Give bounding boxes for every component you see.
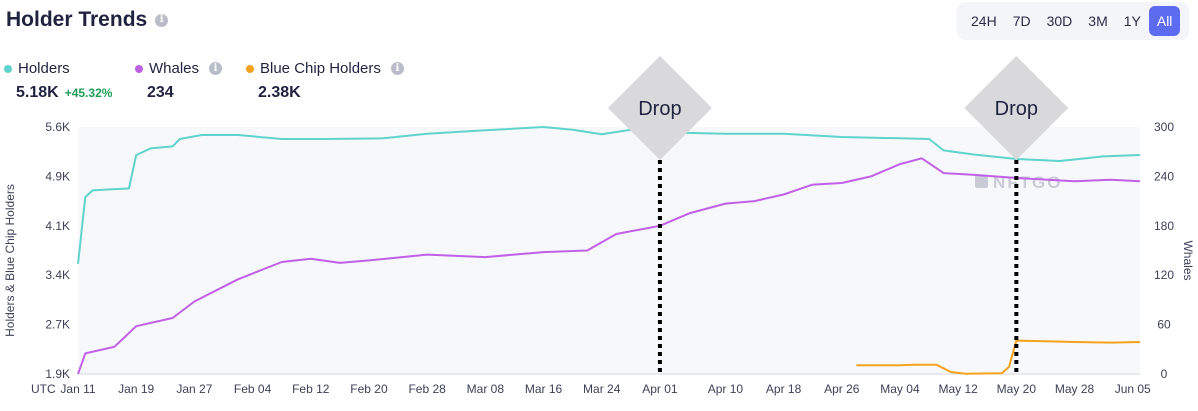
legend-value: 2.38K <box>258 84 301 101</box>
legend-item-whales[interactable]: Whales i 234 <box>135 60 223 102</box>
chart-title: Holder Trends i <box>6 8 169 32</box>
x-tick-label: May 12 <box>938 382 978 396</box>
x-tick-label: Apr 01 <box>642 382 678 396</box>
range-button-7d[interactable]: 7D <box>1012 13 1031 29</box>
plot-area <box>78 127 1140 374</box>
legend-dot-icon <box>246 64 254 73</box>
x-tick-label: Apr 18 <box>766 382 802 396</box>
x-axis-unit-label: UTC <box>31 382 56 396</box>
legend-label: Whales <box>149 60 200 77</box>
range-button-1y[interactable]: 1Y <box>1123 13 1141 29</box>
legend-item-holders[interactable]: Holders 5.18K +45.32% <box>4 60 112 102</box>
legend-label: Holders <box>18 60 70 77</box>
info-icon[interactable]: i <box>390 62 404 75</box>
x-tick-label: Apr 26 <box>824 382 860 396</box>
drop-diamond-label <box>607 56 712 160</box>
legend-item-blue-chip-holders[interactable]: Blue Chip Holders i 2.38K <box>246 60 404 102</box>
legend-dot-icon <box>4 64 12 73</box>
y-right-tick-label: 120 <box>1154 268 1174 282</box>
drop-diamond-label <box>964 56 1069 160</box>
watermark-logo-icon <box>975 175 988 188</box>
x-tick-label: May 04 <box>880 382 920 396</box>
y-left-tick-label: 3.4K <box>45 268 70 282</box>
watermark: NFTGO <box>993 173 1063 192</box>
range-button-all[interactable]: All <box>1148 6 1181 36</box>
y-right-axis-title: Whales <box>1181 240 1195 280</box>
x-tick-label: Feb 12 <box>292 382 330 396</box>
time-range-selector: 24H 7D 30D 3M 1Y All <box>957 2 1189 40</box>
range-button-24h[interactable]: 24H <box>971 13 997 29</box>
series-line-whales[interactable] <box>77 157 1141 375</box>
range-button-30d[interactable]: 30D <box>1046 13 1073 29</box>
x-tick-label: Jun 05 <box>1115 382 1151 396</box>
x-tick-label: May 20 <box>997 382 1037 396</box>
y-right-tick-label: 60 <box>1157 318 1171 332</box>
y-left-axis-title: Holders & Blue Chip Holders <box>3 184 17 337</box>
legend-value: 234 <box>147 84 174 101</box>
y-left-tick-label: 4.9K <box>45 169 70 183</box>
y-left-tick-label: 2.7K <box>45 318 70 332</box>
legend-label: Blue Chip Holders <box>260 60 381 77</box>
info-icon[interactable]: i <box>209 62 223 75</box>
x-tick-label: Apr 10 <box>708 382 744 396</box>
info-icon[interactable]: i <box>155 13 169 27</box>
range-button-3m[interactable]: 3M <box>1088 13 1108 29</box>
series-line-blue-chip-holders[interactable] <box>856 339 1141 375</box>
x-tick-label: Feb 20 <box>350 382 388 396</box>
x-tick-label: Mar 24 <box>583 382 621 396</box>
x-tick-label: Jan 19 <box>118 382 154 396</box>
y-right-tick-label: 0 <box>1161 367 1168 381</box>
x-tick-label: Jan 27 <box>176 382 212 396</box>
x-tick-label: May 28 <box>1055 382 1095 396</box>
chart-title-text: Holder Trends <box>6 8 148 31</box>
y-left-tick-label: 4.1K <box>45 219 70 233</box>
y-right-tick-label: 300 <box>1154 120 1174 134</box>
x-tick-label: Jan 11 <box>60 382 95 396</box>
y-right-tick-label: 180 <box>1154 219 1174 233</box>
y-left-tick-label: 5.6K <box>45 120 70 134</box>
drop-label-text: Drop <box>995 98 1038 120</box>
x-tick-label: Mar 08 <box>467 382 505 396</box>
legend-dot-icon <box>135 64 143 73</box>
x-tick-label: Feb 28 <box>408 382 446 396</box>
x-tick-label: Feb 04 <box>234 382 272 396</box>
legend-delta: +45.32% <box>64 86 113 100</box>
y-right-tick-label: 240 <box>1154 169 1174 183</box>
drop-label-text: Drop <box>638 98 681 120</box>
x-tick-label: Mar 16 <box>525 382 563 396</box>
series-line-holders[interactable] <box>77 126 1141 265</box>
legend-value: 5.18K <box>16 84 59 101</box>
y-left-tick-label: 1.9K <box>45 367 70 381</box>
